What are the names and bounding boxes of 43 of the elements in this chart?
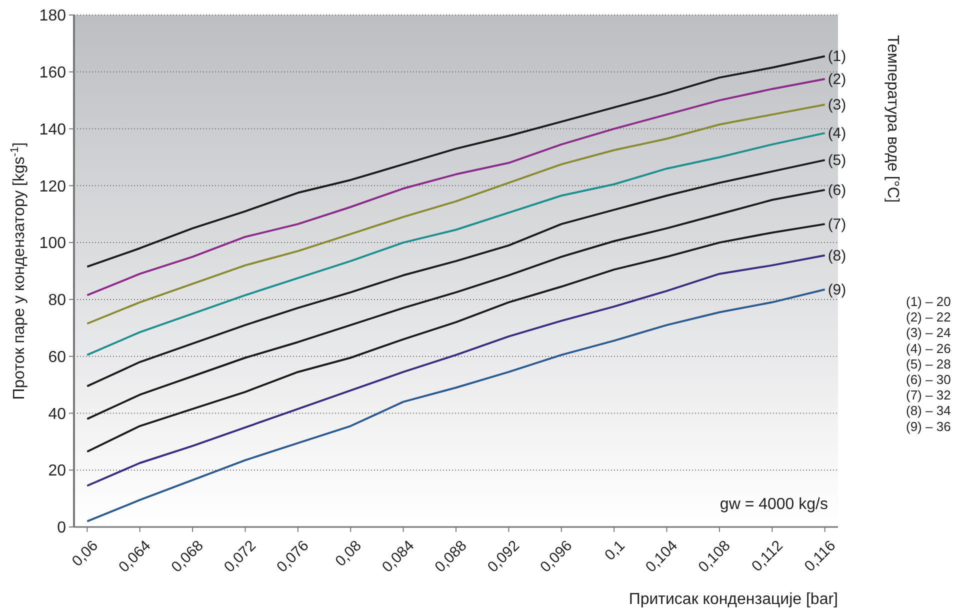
text: (2) – 22 [906, 310, 951, 325]
annotation: gw = 4000 kg/s [720, 496, 828, 513]
y-tick-label: 100 [39, 235, 66, 252]
line-series [86, 132, 826, 356]
text: (3) – 24 [906, 325, 951, 340]
text: (1) – 20 [906, 294, 951, 309]
text: (4) – 26 [906, 340, 951, 356]
series-label: (3) [828, 96, 846, 114]
text: (9) – 36 [906, 418, 951, 434]
text: (8) – 34 [906, 403, 951, 418]
series-label: (5) [828, 152, 846, 170]
x-tick-label: 0,08 [332, 537, 365, 570]
line-series [86, 104, 826, 325]
series-label: (9) [828, 281, 846, 298]
y-tick-label: 40 [48, 406, 66, 423]
y-tick-label: 0 [57, 520, 66, 537]
line-series [86, 188, 826, 420]
text: (5) – 28 [906, 356, 951, 372]
line-series [86, 223, 826, 453]
y-tick-label: 180 [39, 8, 66, 25]
line-series [86, 254, 826, 487]
series-label: (6) [828, 182, 846, 199]
y-tick-label: 20 [48, 462, 66, 480]
series-label: (2) [828, 71, 846, 88]
y-tick-label: 120 [39, 178, 66, 196]
x-tick-label: 0,1 [602, 537, 628, 564]
line-series [86, 288, 826, 522]
line-series [86, 159, 826, 388]
text: (7) – 32 [906, 388, 951, 403]
y-tick-label: 140 [39, 121, 66, 138]
series-label: (1) [828, 48, 846, 66]
y-tick-label: 160 [39, 64, 66, 82]
text: Температура воде [°C] [884, 35, 901, 203]
y-tick-label: 60 [48, 348, 66, 366]
line-series [86, 55, 826, 268]
series-label: (7) [828, 216, 846, 234]
x-tick-label: 0,06 [68, 537, 102, 570]
x-axis-title: Притисак кондензације [bar] [628, 591, 838, 608]
text: (6) – 30 [906, 372, 951, 387]
y-tick-label: 80 [48, 292, 66, 310]
series-label: (4) [828, 125, 846, 142]
line-series [86, 78, 826, 296]
series-label: (8) [828, 247, 846, 264]
